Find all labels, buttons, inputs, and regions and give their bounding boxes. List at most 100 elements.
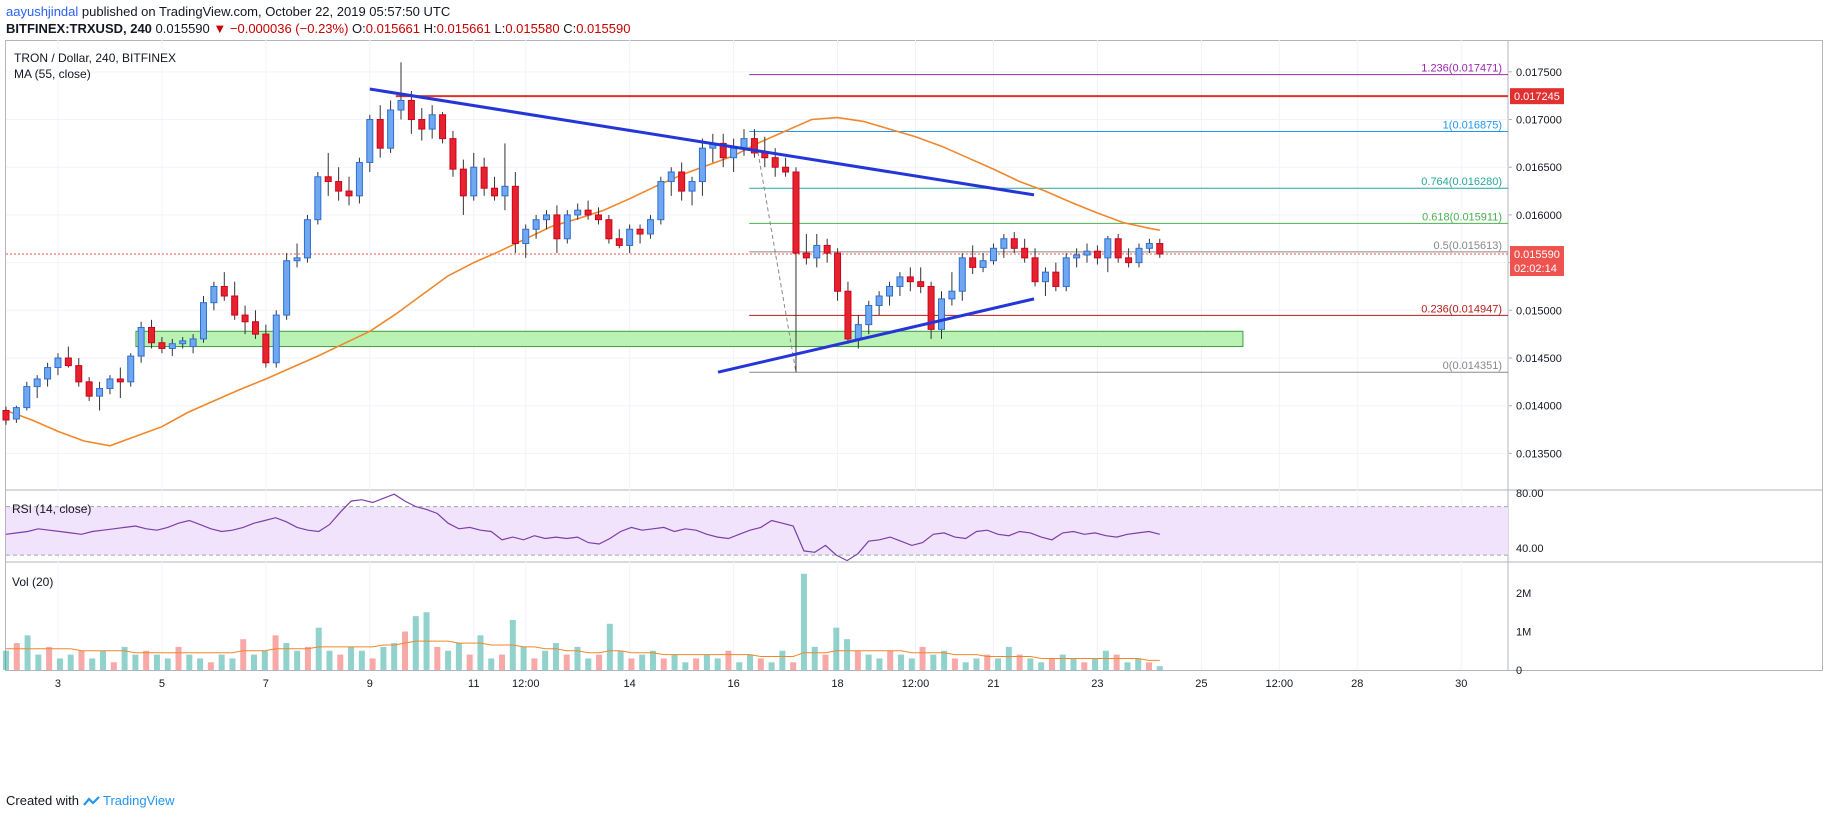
volume-bar xyxy=(520,646,527,670)
time-tick-label: 5 xyxy=(159,678,165,690)
volume-bar xyxy=(649,650,656,670)
candle-body xyxy=(719,142,727,159)
candle-body xyxy=(96,388,104,397)
candle-body xyxy=(44,367,52,380)
candle-body xyxy=(428,114,436,130)
time-tick-label: 3 xyxy=(55,678,61,690)
time-tick-label: 28 xyxy=(1351,678,1363,690)
volume-bar xyxy=(714,658,721,670)
ohlc-low-label: L: xyxy=(494,21,506,36)
ohlc-close-label: C: xyxy=(563,21,577,36)
candle-body xyxy=(1156,243,1164,255)
volume-bar xyxy=(412,616,419,670)
candle-body xyxy=(698,147,706,183)
fib-anchor-line xyxy=(753,131,797,373)
candle-body xyxy=(241,314,249,323)
volume-bar xyxy=(1059,654,1066,670)
candle-body xyxy=(657,181,665,221)
candle-body xyxy=(574,209,582,216)
volume-bar xyxy=(13,643,20,670)
price-tick-label: 0.014000 xyxy=(1516,401,1562,413)
volume-bar xyxy=(315,627,322,670)
volume-bar xyxy=(682,662,689,670)
candle-body xyxy=(272,314,280,364)
candle-body xyxy=(106,378,114,390)
candle-body xyxy=(33,378,41,388)
chart-area[interactable]: 1.236(0.017471) 1(0.016875) 0.764(0.016280… xyxy=(0,40,1828,780)
price-tick-label: 0.015000 xyxy=(1516,305,1562,317)
volume-bar xyxy=(908,658,915,670)
volume-bar xyxy=(1113,654,1120,670)
candle-body xyxy=(636,228,644,235)
volume-bar xyxy=(757,658,764,670)
volume-bar xyxy=(854,650,861,670)
volume-bar xyxy=(995,658,1002,670)
candle-body xyxy=(886,285,894,297)
candle-body xyxy=(418,119,426,130)
candle-body xyxy=(927,285,935,330)
volume-bar xyxy=(585,658,592,670)
candle-body xyxy=(750,138,758,154)
volume-bar xyxy=(1081,662,1088,670)
volume-tick-label: 0 xyxy=(1516,665,1522,677)
candle-body xyxy=(594,214,602,221)
volume-bar xyxy=(369,658,376,670)
publish-line: aayushjindal published on TradingView.co… xyxy=(6,4,450,19)
volume-bar xyxy=(747,654,754,670)
price-tick-label: 0.017000 xyxy=(1516,115,1562,127)
volume-tick-label: 1M xyxy=(1516,627,1531,639)
rsi-tick-label: 40.00 xyxy=(1516,543,1544,555)
candle-body xyxy=(511,185,519,245)
volume-bar xyxy=(531,658,538,670)
candle-body xyxy=(335,181,343,192)
author-link[interactable]: aayushjindal xyxy=(6,4,79,19)
candle-body xyxy=(553,214,561,240)
last-price-tag xyxy=(1510,246,1564,277)
volume-bar xyxy=(1048,658,1055,670)
volume-bar xyxy=(207,662,214,670)
grid-lines xyxy=(6,40,1508,670)
tradingview-logo[interactable]: TradingView xyxy=(83,793,175,808)
candle-body xyxy=(1010,238,1018,249)
candle-body xyxy=(137,326,145,357)
volume-bar xyxy=(596,654,603,670)
volume-bar xyxy=(240,639,247,670)
candle-body xyxy=(12,407,20,420)
candle-body xyxy=(1083,250,1091,256)
volume-bar xyxy=(445,650,452,670)
candle-body xyxy=(1041,271,1049,283)
candle-body xyxy=(168,343,176,349)
pane-labels: TRON / Dollar, 240, BITFINEX MA (55, clo… xyxy=(12,51,176,589)
time-tick-label: 25 xyxy=(1195,678,1207,690)
volume-bar xyxy=(1146,662,1153,670)
price-tick-label: 0.016000 xyxy=(1516,210,1562,222)
time-tick-label: 16 xyxy=(727,678,739,690)
candle-body xyxy=(158,342,166,349)
volume-bar xyxy=(164,658,171,670)
candle-body xyxy=(1000,238,1008,249)
candle-body xyxy=(314,176,322,221)
volume-bar xyxy=(100,650,107,670)
volume-bar xyxy=(617,650,624,670)
volume-bar xyxy=(552,643,559,670)
candle-body xyxy=(802,252,810,259)
volume-bar xyxy=(574,646,581,670)
candle-body xyxy=(179,340,187,345)
candle-body xyxy=(355,161,363,197)
candlesticks xyxy=(2,62,1164,425)
resistance-price-value: 0.017245 xyxy=(1514,91,1560,103)
candle-body xyxy=(397,99,405,111)
volume-bar xyxy=(1102,650,1109,670)
price-axis: 0.0175000.0170000.0165000.0160000.015500… xyxy=(1508,67,1564,460)
outer-frame xyxy=(5,40,1823,671)
ohlc-low-value: 0.015580 xyxy=(505,21,560,36)
volume-bar xyxy=(78,650,85,670)
ohlc-high-value: 0.015661 xyxy=(436,21,491,36)
time-tick-label: 14 xyxy=(624,678,636,690)
ma-indicator-label: MA (55, close) xyxy=(14,67,91,81)
candle-body xyxy=(917,281,925,287)
time-tick-label: 18 xyxy=(831,678,843,690)
time-tick-label: 7 xyxy=(263,678,269,690)
candle-body xyxy=(387,109,395,149)
